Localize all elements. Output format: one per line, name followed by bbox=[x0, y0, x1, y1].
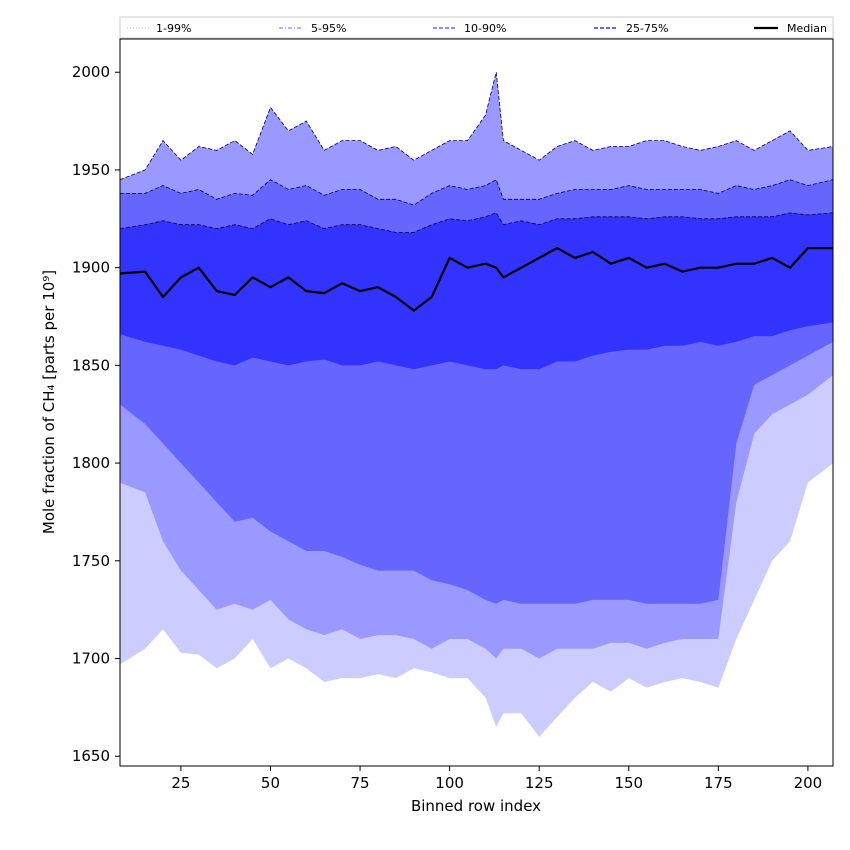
legend-label: 1-99% bbox=[156, 22, 191, 35]
x-tick-label: 75 bbox=[351, 774, 370, 792]
y-tick-label: 1750 bbox=[72, 552, 110, 570]
y-tick-label: 1950 bbox=[72, 161, 110, 179]
legend-label: 25-75% bbox=[626, 22, 668, 35]
y-tick-label: 1850 bbox=[72, 356, 110, 374]
y-axis: 1650 1700 1750 1800 1850 1900 1950 2000 bbox=[72, 63, 120, 765]
legend-label: 10-90% bbox=[464, 22, 506, 35]
bands bbox=[120, 72, 833, 737]
legend-label: Median bbox=[787, 22, 827, 35]
band-upper-edge-2 bbox=[120, 179, 833, 206]
x-axis-title: Binned row index bbox=[411, 797, 541, 815]
median-line bbox=[120, 247, 833, 312]
x-tick-label: 50 bbox=[261, 774, 280, 792]
legend: 1-99% 5-95% 10-90% 25-75% Median bbox=[119, 16, 834, 39]
x-tick-label: 175 bbox=[704, 774, 733, 792]
legend-label: 5-95% bbox=[311, 22, 346, 35]
x-tick-label: 150 bbox=[614, 774, 643, 792]
y-tick-label: 1900 bbox=[72, 259, 110, 277]
band-upper-edge-1 bbox=[120, 72, 833, 181]
plot-frame bbox=[119, 38, 834, 767]
x-tick-label: 100 bbox=[435, 774, 464, 792]
band-25-to-75 bbox=[120, 212, 833, 370]
legend-box bbox=[119, 16, 834, 39]
y-tick-label: 1650 bbox=[72, 747, 110, 765]
x-tick-label: 200 bbox=[794, 774, 823, 792]
band-upper-edge-3 bbox=[120, 212, 833, 233]
y-axis-title: Mole fraction of CH₄ [parts per 10⁹] bbox=[40, 270, 58, 534]
y-tick-label: 2000 bbox=[72, 63, 110, 81]
x-tick-label: 25 bbox=[171, 774, 190, 792]
x-tick-label: 125 bbox=[525, 774, 554, 792]
median bbox=[120, 247, 833, 312]
y-tick-label: 1700 bbox=[72, 650, 110, 668]
y-tick-label: 1800 bbox=[72, 454, 110, 472]
x-axis: 25 50 75 100 125 150 175 200 bbox=[171, 766, 822, 792]
